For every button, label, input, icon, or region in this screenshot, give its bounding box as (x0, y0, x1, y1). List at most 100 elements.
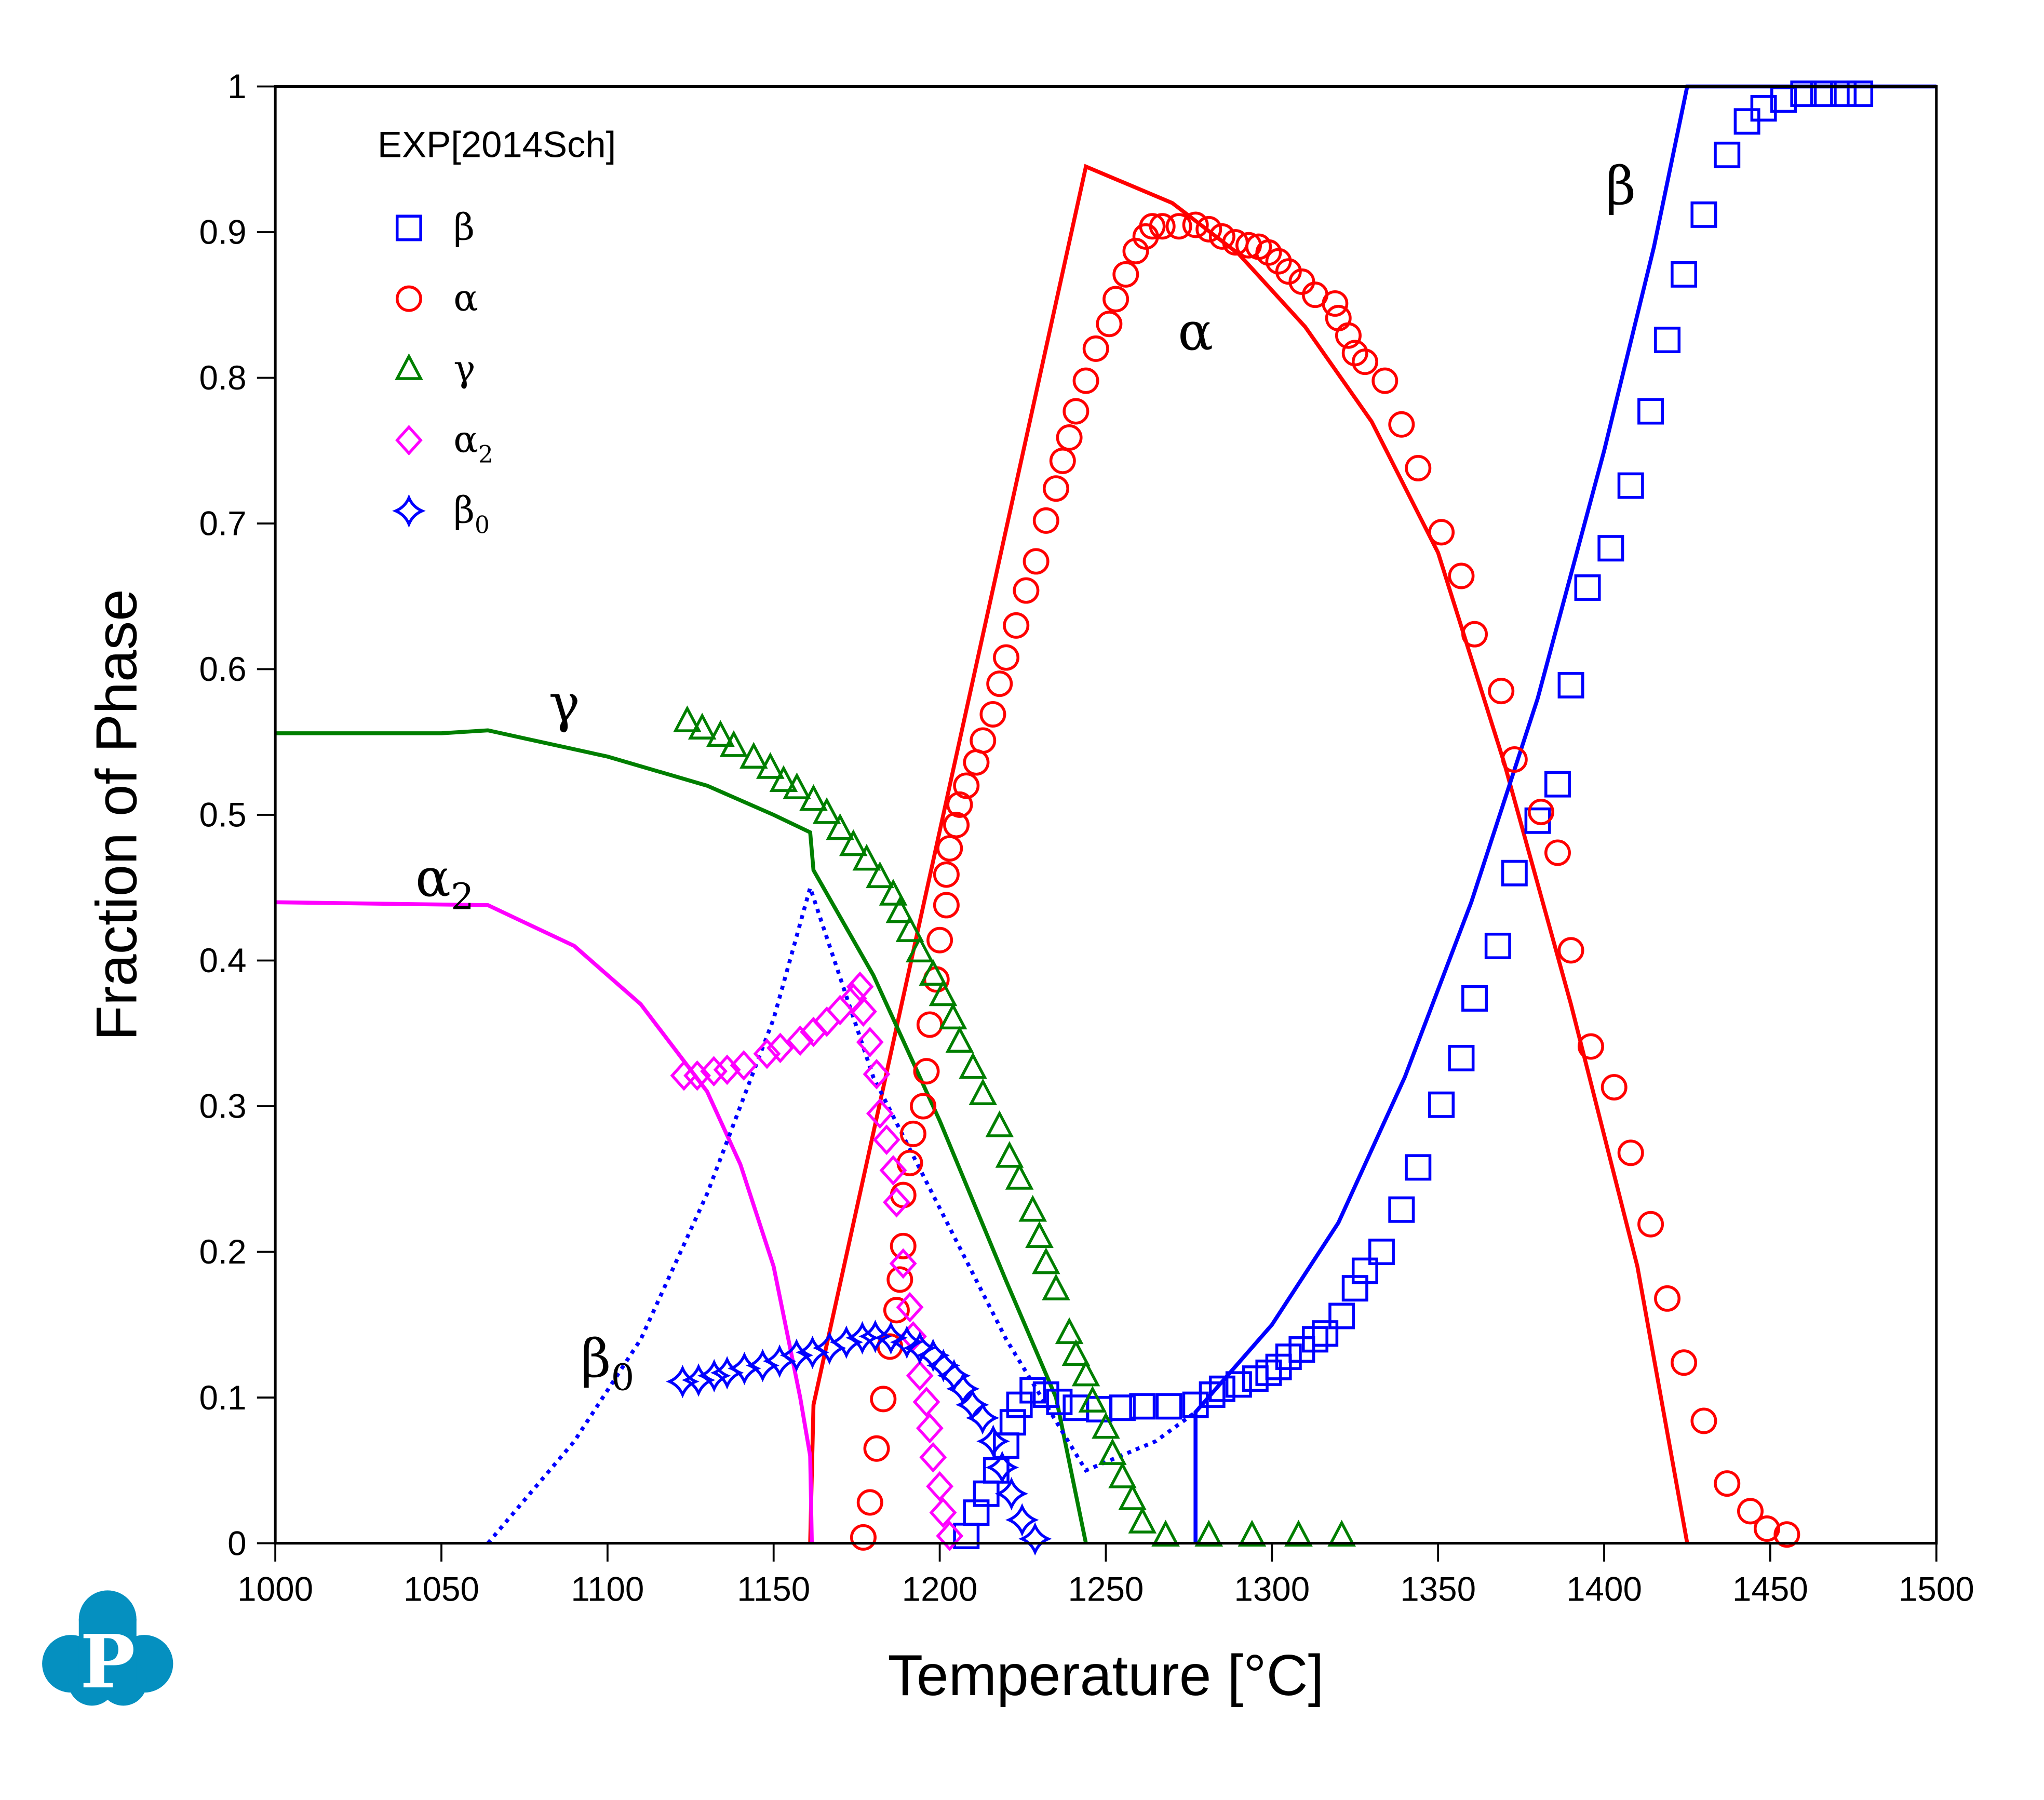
alpha-exp-point (1690, 1407, 1717, 1434)
gamma-exp-point (885, 896, 915, 923)
y-tick-label: 1 (227, 68, 246, 105)
beta-exp-point (1484, 933, 1511, 959)
plot-marks (275, 80, 1937, 1556)
beta-exp-point (1199, 1381, 1226, 1408)
beta-exp-point (1750, 95, 1777, 122)
alpha2-calc-line (275, 900, 814, 1543)
beta-exp-point (1597, 535, 1624, 562)
beta-exp-point (1063, 1394, 1090, 1421)
alpha-exp-point (933, 861, 960, 888)
beta-exp-point (1288, 1336, 1315, 1363)
gamma-exp-point (1238, 1520, 1267, 1547)
curve-label-subscript: 0 (611, 1355, 635, 1399)
alpha2-exp-point (919, 1442, 947, 1473)
beta-exp-point (1341, 1275, 1368, 1302)
alpha-exp-point (1072, 367, 1099, 394)
beta-exp-point (1501, 859, 1528, 886)
curve-label: α2 (415, 848, 474, 918)
gamma-exp-point (1151, 1520, 1180, 1547)
y-tick-label: 0 (227, 1524, 246, 1562)
x-tick-label: 1200 (902, 1570, 978, 1608)
alpha2-exp-point (866, 1098, 894, 1129)
alpha2-exp-point (882, 1187, 910, 1218)
logo: P (42, 1590, 173, 1706)
curve-label: γ (549, 673, 580, 734)
legend-label-subscript: 0 (475, 512, 490, 539)
legend: EXP[2014Sch] βαγ α2 β0 (378, 124, 616, 539)
beta-exp-point (1032, 1381, 1059, 1408)
alpha2-exp-point (846, 971, 874, 1002)
y-axis-title: Fraction of Phase (85, 589, 149, 1041)
gamma-exp-point (1018, 1194, 1047, 1222)
alpha-exp-point (1544, 839, 1571, 866)
alpha2-exp-point (753, 1038, 781, 1069)
gamma-calc-line (275, 728, 1088, 1544)
alpha-exp-point (1082, 335, 1109, 362)
gamma-exp-point (739, 742, 768, 769)
gamma-exp-point (1078, 1386, 1107, 1413)
gamma-exp-point (959, 1052, 987, 1079)
alpha-exp-point (1351, 348, 1378, 375)
alpha-exp-point (1023, 548, 1050, 575)
beta-exp-point (1617, 472, 1644, 499)
alpha2-exp-point (936, 1521, 964, 1551)
alpha-exp-point (1737, 1498, 1764, 1525)
alpha-exp-point (1461, 621, 1488, 648)
beta-exp-point (1109, 1394, 1136, 1421)
alpha-exp-point (1275, 258, 1302, 285)
alpha-exp-point (1637, 1211, 1664, 1238)
beta-exp-point (1637, 398, 1664, 425)
beta-exp-point (1847, 80, 1874, 107)
alpha-calc-line (808, 164, 1689, 1544)
alpha-exp-point (1096, 311, 1123, 338)
alpha-exp-point (1063, 398, 1090, 425)
alpha-exp-point (1322, 290, 1349, 317)
alpha-exp-point (1335, 322, 1362, 349)
y-tick-label: 0.8 (199, 359, 246, 397)
gamma-exp-point (673, 705, 702, 732)
y-axis: 0 0.1 0.2 0.3 0.4 0.5 0.6 0.7 0.8 0.9 1 (199, 68, 276, 1562)
x-axis: 1000 1050 1100 1150 1200 1250 1300 1350 1400 1450… (237, 1543, 1974, 1608)
alpha-exp-point (993, 644, 1020, 671)
alpha-exp-point (1488, 678, 1515, 705)
gamma-exp-point (1071, 1359, 1100, 1387)
alpha-exp-point (1056, 424, 1083, 451)
beta-exp-point (999, 1409, 1026, 1436)
gamma-exp-point (799, 784, 828, 811)
alpha-exp-point (963, 749, 990, 776)
beta-calc-line (1193, 84, 1937, 1543)
beta-exp-point (1810, 80, 1837, 107)
x-tick-label: 1400 (1566, 1570, 1642, 1608)
beta-exp-point (1544, 771, 1571, 798)
y-tick-label: 0.6 (199, 650, 246, 688)
gamma-exp-point (1005, 1163, 1034, 1190)
gamma-exp-point (969, 1078, 998, 1106)
legend-marker-triangle (395, 353, 423, 380)
alpha-exp-point (1182, 211, 1209, 238)
beta-exp-point (1830, 80, 1857, 107)
gamma-exp-point (1128, 1507, 1157, 1534)
alpha-exp-point (1448, 562, 1475, 589)
beta0-exp-point (985, 1450, 1019, 1484)
alpha-exp-point (870, 1386, 897, 1413)
beta-exp-point (1557, 671, 1584, 698)
beta-exp-point (1242, 1365, 1269, 1392)
alpha-exp-point (1003, 612, 1030, 639)
gamma-exp-point (1327, 1520, 1356, 1547)
alpha-exp-point (1049, 447, 1076, 474)
beta0-exp-point (1005, 1503, 1039, 1537)
gamma-exp-point (866, 861, 894, 889)
curve-label-subscript: 2 (451, 875, 474, 918)
beta-exp-point (1255, 1359, 1282, 1386)
gamma-exp-point (1284, 1520, 1313, 1547)
curve-label: β0 (581, 1328, 634, 1399)
alpha2-exp-point (929, 1497, 957, 1528)
alpha-exp-point (943, 812, 970, 839)
alpha-exp-point (1428, 519, 1455, 546)
alpha2-exp-point (872, 1124, 900, 1155)
beta-exp-point (1690, 201, 1717, 228)
beta-exp-point (1790, 80, 1817, 107)
beta0-exp-point (903, 1331, 937, 1365)
beta-exp-point (1312, 1320, 1339, 1347)
